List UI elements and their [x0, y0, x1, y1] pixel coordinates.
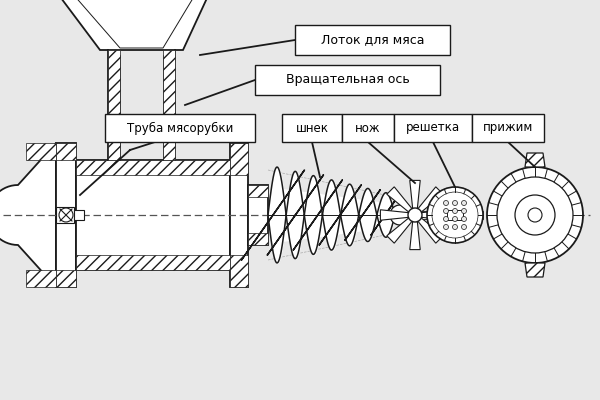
Bar [248, 233, 268, 245]
Bar [342, 114, 394, 142]
Bar [395, 210, 415, 220]
Polygon shape [525, 263, 545, 277]
Bar [255, 65, 440, 95]
Circle shape [443, 216, 449, 222]
Text: нож: нож [355, 122, 381, 134]
Bar [415, 211, 483, 219]
Circle shape [59, 208, 73, 222]
Polygon shape [380, 210, 409, 220]
Polygon shape [26, 143, 56, 160]
Text: Лоток для мяса: Лоток для мяса [321, 34, 424, 46]
Polygon shape [410, 220, 420, 250]
Circle shape [443, 208, 449, 214]
Bar [76, 255, 230, 270]
Bar [447, 210, 463, 220]
Bar [76, 160, 230, 175]
Polygon shape [418, 187, 443, 213]
Bar [3, 193, 18, 237]
Polygon shape [387, 217, 413, 243]
Text: Вращательная ось: Вращательная ось [286, 74, 409, 86]
Circle shape [528, 208, 542, 222]
Polygon shape [387, 187, 413, 213]
Text: Труба мясорубки: Труба мясорубки [127, 122, 233, 134]
Circle shape [461, 208, 467, 214]
Circle shape [443, 224, 449, 230]
Polygon shape [163, 50, 175, 160]
Text: прижим: прижим [483, 122, 533, 134]
Polygon shape [421, 210, 449, 220]
Circle shape [487, 167, 583, 263]
Circle shape [461, 216, 467, 222]
Circle shape [427, 187, 483, 243]
Polygon shape [108, 50, 120, 160]
Polygon shape [52, 0, 210, 48]
Bar [56, 143, 76, 287]
Circle shape [461, 200, 467, 206]
Polygon shape [525, 153, 545, 167]
Bar [248, 185, 268, 245]
Circle shape [461, 224, 467, 230]
Bar [56, 143, 76, 160]
Circle shape [497, 177, 573, 253]
Bar [282, 114, 342, 142]
Bar [230, 143, 248, 287]
Bar [105, 114, 255, 142]
Circle shape [443, 200, 449, 206]
Polygon shape [26, 270, 56, 287]
Circle shape [452, 224, 458, 230]
Circle shape [452, 208, 458, 214]
Bar [56, 207, 74, 223]
Bar [268, 210, 395, 220]
Bar [230, 255, 248, 287]
Bar [472, 114, 544, 142]
Circle shape [452, 216, 458, 222]
Bar [74, 210, 84, 220]
Bar [394, 114, 472, 142]
Polygon shape [410, 180, 420, 210]
Polygon shape [40, 0, 220, 50]
Bar [76, 160, 230, 270]
Circle shape [452, 200, 458, 206]
Circle shape [408, 208, 422, 222]
Polygon shape [418, 217, 443, 243]
Bar [248, 185, 268, 197]
Text: решетка: решетка [406, 122, 460, 134]
Bar [295, 25, 450, 55]
Circle shape [432, 192, 478, 238]
Circle shape [515, 195, 555, 235]
Text: шнек: шнек [296, 122, 329, 134]
Circle shape [390, 205, 410, 225]
Bar [56, 270, 76, 287]
Polygon shape [0, 143, 56, 287]
Bar [230, 143, 248, 175]
Bar [3, 193, 15, 237]
